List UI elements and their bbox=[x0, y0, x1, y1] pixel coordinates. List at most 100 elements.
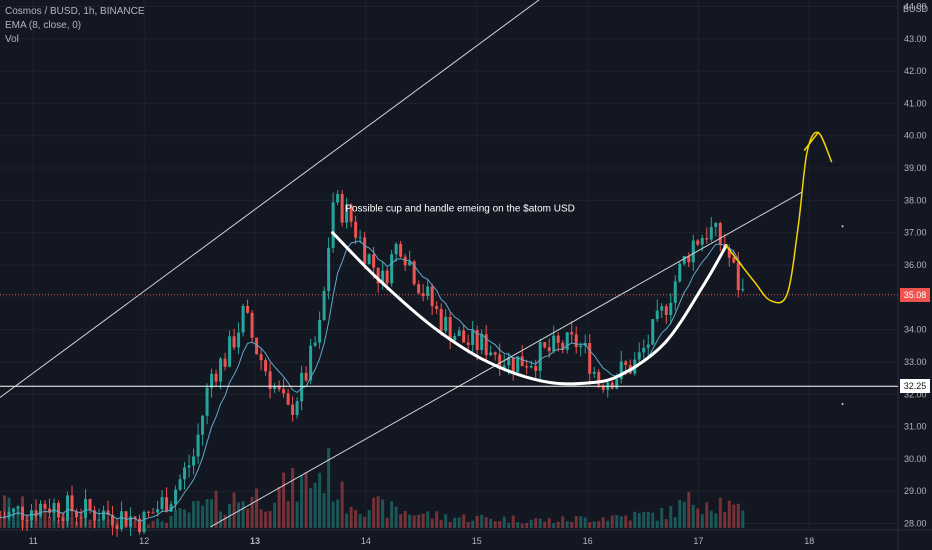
y-tick-label: 41.00 bbox=[904, 98, 927, 108]
volume-bar bbox=[304, 471, 308, 528]
candle-body bbox=[178, 479, 182, 490]
candle-body bbox=[273, 386, 277, 389]
candle-body bbox=[277, 386, 281, 390]
volume-bar bbox=[3, 495, 7, 528]
y-tick-label: 44.00 bbox=[904, 1, 927, 11]
candle-body bbox=[408, 261, 412, 266]
candle-body bbox=[525, 366, 529, 368]
volume-bar bbox=[448, 522, 452, 528]
volume-bar bbox=[556, 521, 560, 528]
candle-body bbox=[304, 372, 308, 381]
volume-bar bbox=[205, 499, 209, 528]
candle-body bbox=[295, 401, 299, 415]
support-price-label: 32.25 bbox=[900, 379, 930, 394]
candle-body bbox=[601, 385, 605, 390]
volume-bar bbox=[714, 513, 718, 528]
volume-bar bbox=[322, 493, 326, 528]
volume-bar bbox=[664, 519, 668, 528]
volume-bar bbox=[421, 513, 425, 528]
symbol-title: Cosmos / BUSD, 1h, BINANCE bbox=[5, 6, 145, 17]
arrow-head bbox=[803, 132, 819, 151]
volume-bar bbox=[241, 501, 245, 528]
volume-bar bbox=[507, 522, 511, 528]
volume-bar bbox=[178, 508, 182, 528]
volume-indicator-label[interactable]: Vol bbox=[5, 34, 19, 45]
candle-body bbox=[48, 508, 52, 513]
candle-body bbox=[673, 281, 677, 303]
candle-body bbox=[498, 354, 502, 369]
volume-bar bbox=[286, 501, 290, 528]
candle-body bbox=[718, 222, 722, 245]
candle-body bbox=[588, 342, 592, 374]
volume-bar bbox=[588, 522, 592, 528]
candle-body bbox=[160, 497, 164, 510]
candle-body bbox=[574, 334, 578, 348]
volume-bar bbox=[475, 515, 479, 528]
candle-body bbox=[489, 352, 493, 356]
candle-body bbox=[322, 290, 326, 320]
volume-bar bbox=[570, 522, 574, 528]
volume-bar bbox=[264, 511, 268, 528]
volume-bar bbox=[435, 511, 439, 528]
candle-body bbox=[664, 306, 668, 315]
candle-body bbox=[597, 371, 601, 386]
candle-body bbox=[399, 243, 403, 257]
volume-bar bbox=[718, 497, 722, 528]
volume-bar bbox=[732, 504, 736, 528]
volume-bar bbox=[43, 503, 47, 528]
volume-bar bbox=[736, 503, 740, 528]
candle-body bbox=[43, 503, 47, 509]
volume-bar bbox=[673, 517, 677, 528]
candle-body bbox=[579, 345, 583, 348]
candle-body bbox=[534, 366, 538, 371]
candle-body bbox=[475, 330, 479, 351]
volume-bar bbox=[232, 492, 236, 528]
candle-body bbox=[12, 508, 16, 512]
candle-body bbox=[646, 344, 650, 348]
candle-body bbox=[615, 379, 619, 389]
y-tick-label: 28.00 bbox=[904, 519, 927, 529]
volume-bar bbox=[547, 518, 551, 528]
ema-indicator-label[interactable]: EMA (8, close, 0) bbox=[5, 20, 82, 31]
volume-bar bbox=[106, 520, 110, 528]
volume-bar bbox=[394, 506, 398, 528]
volume-bar bbox=[417, 514, 421, 528]
candle-body bbox=[372, 254, 376, 268]
volume-bar bbox=[574, 516, 578, 528]
volume-bar bbox=[196, 500, 200, 528]
volume-bar bbox=[723, 512, 727, 528]
dot-marker bbox=[841, 402, 844, 405]
candle-body bbox=[111, 514, 115, 526]
volume-bar bbox=[210, 499, 214, 528]
candle-body bbox=[34, 510, 38, 517]
volume-bar bbox=[201, 505, 205, 528]
chart-annotation: Possible cup and handle emeing on the $a… bbox=[345, 204, 575, 215]
volume-bar bbox=[214, 491, 218, 528]
volume-bar bbox=[430, 518, 434, 528]
candle-body bbox=[16, 506, 20, 509]
volume-bar bbox=[633, 511, 637, 528]
volume-bar bbox=[327, 448, 331, 528]
x-tick-label: 15 bbox=[472, 536, 482, 546]
candle-body bbox=[732, 257, 736, 263]
currency-label: BUSD bbox=[902, 4, 928, 14]
candle-body bbox=[313, 342, 317, 346]
candle-body bbox=[547, 347, 551, 352]
volume-bar bbox=[489, 518, 493, 528]
volume-bar bbox=[300, 475, 304, 528]
candle-body bbox=[403, 256, 407, 266]
candle-body bbox=[165, 497, 169, 512]
volume-bar bbox=[619, 516, 623, 528]
volume-bar bbox=[583, 517, 587, 528]
candle-body bbox=[129, 516, 133, 527]
candle-body bbox=[7, 511, 11, 518]
candle-body bbox=[736, 262, 740, 291]
volume-bar bbox=[403, 511, 407, 528]
volume-bar bbox=[579, 516, 583, 528]
candle-body bbox=[156, 509, 160, 513]
volume-bar bbox=[102, 515, 106, 528]
volume-bar bbox=[484, 517, 488, 528]
candle-body bbox=[516, 356, 520, 373]
candle-body bbox=[448, 316, 452, 341]
